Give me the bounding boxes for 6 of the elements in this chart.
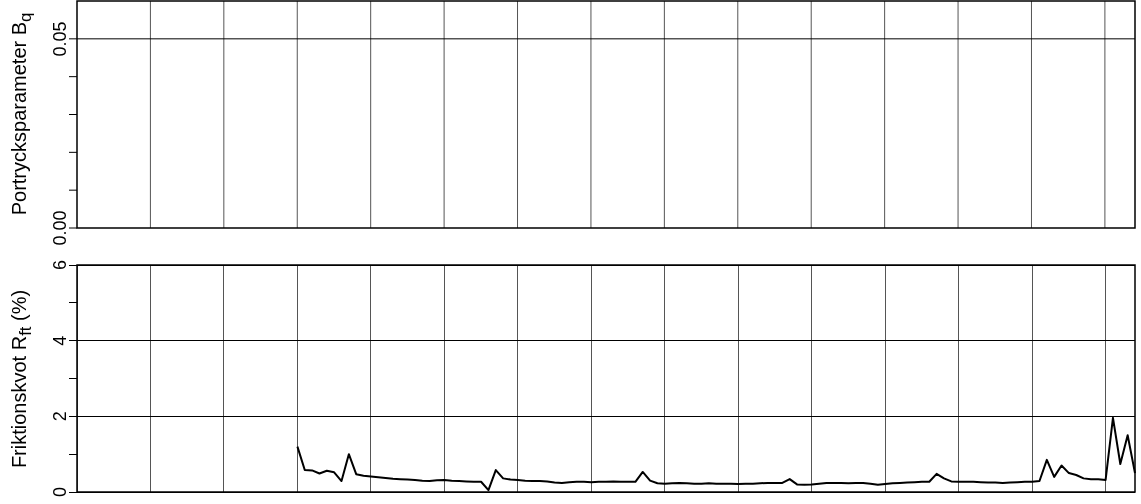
y-tick-label: 4 (50, 335, 70, 346)
y-tick-label: 2 (50, 411, 70, 422)
y-tick-label: 6 (50, 259, 70, 271)
text: 0.00 (49, 210, 71, 246)
text: 0.05 (49, 21, 71, 57)
y-tick-label: 0 (50, 486, 70, 498)
